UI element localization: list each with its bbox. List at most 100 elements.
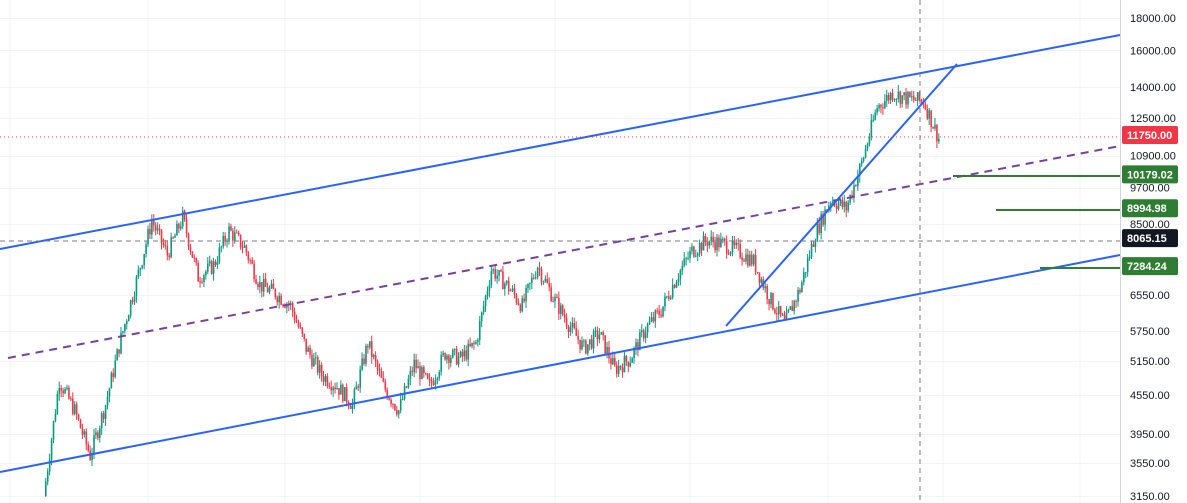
- candle-body: [905, 92, 907, 105]
- candle-body: [473, 342, 475, 344]
- channel-upper-trendline[interactable]: [0, 34, 1121, 250]
- candle-body: [677, 278, 680, 283]
- candle-body: [600, 332, 603, 335]
- candle-body: [334, 387, 336, 390]
- candle-body: [652, 317, 655, 322]
- candle-body: [604, 335, 606, 354]
- candle-body: [897, 91, 900, 99]
- channel-lower-trendline[interactable]: [0, 254, 1121, 473]
- candle-body: [685, 258, 687, 260]
- candle-body: [708, 241, 711, 246]
- candle-body: [54, 413, 57, 422]
- candle-body: [644, 332, 647, 339]
- candle-body: [93, 435, 95, 453]
- candle-body: [143, 254, 145, 266]
- candle-body: [253, 263, 255, 280]
- candle-body: [855, 185, 857, 187]
- candle-body: [324, 376, 327, 382]
- candle-body: [442, 353, 444, 356]
- candle-body: [397, 410, 400, 415]
- candle-body: [581, 340, 583, 350]
- candle-body: [355, 386, 358, 390]
- candle-body: [884, 100, 886, 109]
- candle-body: [48, 459, 51, 472]
- candle-body: [488, 285, 491, 292]
- candle-body: [492, 269, 495, 271]
- candle-body: [696, 253, 699, 256]
- candle-body: [102, 413, 105, 419]
- channel-midline[interactable]: [7, 145, 1121, 359]
- price-axis[interactable]: 18000.00 16000.00 14000.00 12500.00 10900.00…: [1120, 0, 1187, 503]
- candle-body: [727, 253, 730, 255]
- candle-body: [475, 342, 477, 344]
- last-price-badge[interactable]: [1122, 125, 1178, 144]
- candle-body: [56, 393, 59, 414]
- candle-body: [133, 296, 136, 302]
- candle-body: [529, 282, 531, 285]
- candle-body: [791, 306, 794, 312]
- price-level-1-badge[interactable]: [1122, 165, 1178, 184]
- candle-body: [756, 271, 759, 273]
- candle-body: [698, 242, 701, 254]
- candle-body: [411, 370, 414, 373]
- candle-body: [783, 315, 786, 320]
- candle-body: [858, 164, 861, 176]
- candle-body: [353, 389, 356, 404]
- candle-body: [830, 202, 832, 206]
- candle-body: [621, 367, 624, 373]
- candle-body: [181, 210, 184, 227]
- price-tick-label: 6550.00: [1130, 290, 1170, 302]
- candle-body: [320, 364, 323, 377]
- candle-body: [272, 283, 275, 290]
- crosshair-price-badge[interactable]: [1122, 229, 1178, 248]
- candle-body: [648, 321, 651, 325]
- candle-body: [776, 313, 778, 315]
- candle-body: [66, 387, 68, 389]
- candle-body: [862, 157, 865, 161]
- candle-body: [735, 243, 738, 246]
- candle-body: [789, 306, 792, 310]
- price-tick-label: 9700.00: [1130, 183, 1170, 195]
- candle-body: [60, 387, 63, 391]
- candle-body: [544, 278, 547, 282]
- candle-body: [428, 378, 431, 381]
- candle-body: [100, 413, 103, 429]
- candle-body: [261, 282, 263, 292]
- support-trendline[interactable]: [725, 63, 958, 327]
- candle-body: [818, 223, 821, 233]
- candle-body: [357, 386, 360, 388]
- candle-body: [666, 296, 668, 298]
- candle-body: [521, 298, 524, 312]
- candle-body: [585, 340, 587, 354]
- candle-body: [860, 160, 863, 165]
- candle-body: [918, 92, 921, 100]
- candle-body: [407, 379, 410, 388]
- price-level-2-badge[interactable]: [1122, 199, 1178, 218]
- candle-body: [810, 244, 813, 257]
- candle-body: [278, 295, 280, 303]
- candle-body: [467, 343, 470, 360]
- candle-body: [878, 104, 880, 109]
- price-tick-label: 5150.00: [1130, 356, 1170, 368]
- candle-body: [376, 361, 379, 370]
- candle-body: [629, 362, 632, 367]
- candle-body: [68, 387, 70, 399]
- candle-body: [845, 201, 848, 211]
- candle-body: [936, 124, 938, 142]
- candle-body: [700, 242, 703, 251]
- candle-body: [899, 91, 902, 104]
- candle-body: [895, 98, 898, 100]
- price-level-3-badge[interactable]: [1122, 257, 1178, 276]
- candle-body: [95, 432, 97, 436]
- candle-body: [885, 95, 888, 101]
- candle-body: [731, 240, 734, 253]
- candle-body: [162, 242, 165, 246]
- candle-body: [220, 246, 223, 248]
- candle-body: [149, 229, 151, 235]
- candle-body: [168, 255, 171, 258]
- candle-body: [673, 284, 676, 288]
- candles: [45, 85, 940, 497]
- crosshair-price-badge-label: 8065.15: [1127, 233, 1167, 245]
